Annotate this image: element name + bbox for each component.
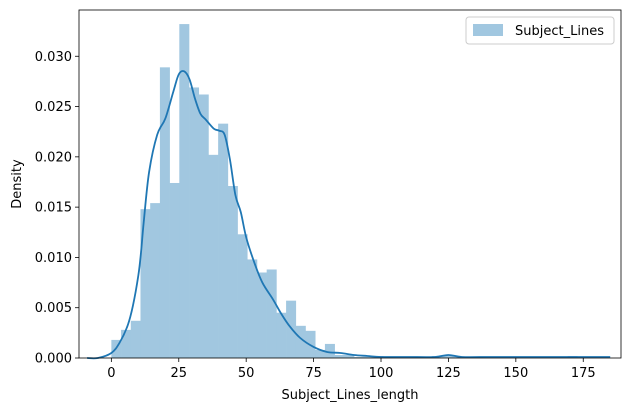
histogram-bar — [276, 312, 287, 358]
y-axis-label: Density — [10, 159, 25, 209]
plot-frame — [78, 9, 622, 359]
histogram-bar — [189, 87, 200, 358]
histogram-bar — [247, 259, 258, 358]
histogram-bar — [324, 343, 335, 358]
legend-box — [465, 16, 615, 45]
histogram-bar — [179, 24, 190, 359]
histogram-bar — [256, 272, 267, 358]
y-tick-label: 0.000 — [35, 352, 72, 367]
x-tick-label: 25 — [170, 366, 187, 381]
histogram-bar — [208, 154, 219, 358]
histogram-bar — [150, 203, 161, 358]
x-tick-label: 100 — [369, 366, 394, 381]
x-axis-ticks: 0 25 50 75 100 125 150 175 — [107, 358, 596, 381]
histogram-bar — [344, 354, 355, 358]
legend-label: Subject_Lines — [515, 24, 604, 39]
histogram-bar — [159, 67, 170, 358]
histogram-bar — [315, 349, 326, 358]
histogram-bar — [169, 182, 180, 358]
histogram-bar — [198, 94, 209, 359]
legend-swatch — [473, 24, 503, 36]
histogram-bar — [363, 356, 374, 358]
histogram-bar — [334, 354, 345, 358]
histogram-bar — [441, 355, 452, 358]
legend: Subject_Lines — [465, 16, 615, 45]
histogram-bar — [354, 356, 365, 358]
x-axis-label: Subject_Lines_length — [282, 388, 419, 403]
y-tick-label: 0.025 — [35, 100, 72, 115]
histogram-bar — [121, 329, 132, 358]
histogram-bar — [218, 123, 229, 359]
y-tick-label: 0.005 — [35, 301, 72, 316]
x-tick-label: 150 — [503, 366, 528, 381]
x-tick-label: 175 — [571, 366, 596, 381]
y-tick-label: 0.010 — [35, 251, 72, 266]
histogram-bar — [227, 186, 238, 358]
x-tick-label: 75 — [305, 366, 322, 381]
histogram-bar — [140, 209, 151, 358]
y-tick-label: 0.015 — [35, 201, 72, 216]
x-tick-label: 50 — [238, 366, 255, 381]
y-axis-ticks: 0.000 0.005 0.010 0.015 0.020 0.025 0.030 — [35, 50, 79, 367]
histogram-bar — [237, 234, 248, 358]
x-tick-label: 0 — [107, 366, 115, 381]
y-tick-label: 0.030 — [35, 50, 72, 65]
kde-line — [87, 70, 611, 360]
histogram-bar — [130, 320, 141, 358]
y-tick-label: 0.020 — [35, 150, 72, 165]
histogram-bar — [295, 325, 306, 358]
x-tick-label: 125 — [436, 366, 461, 381]
histogram-bar — [266, 269, 277, 358]
histogram-bars — [111, 24, 578, 359]
